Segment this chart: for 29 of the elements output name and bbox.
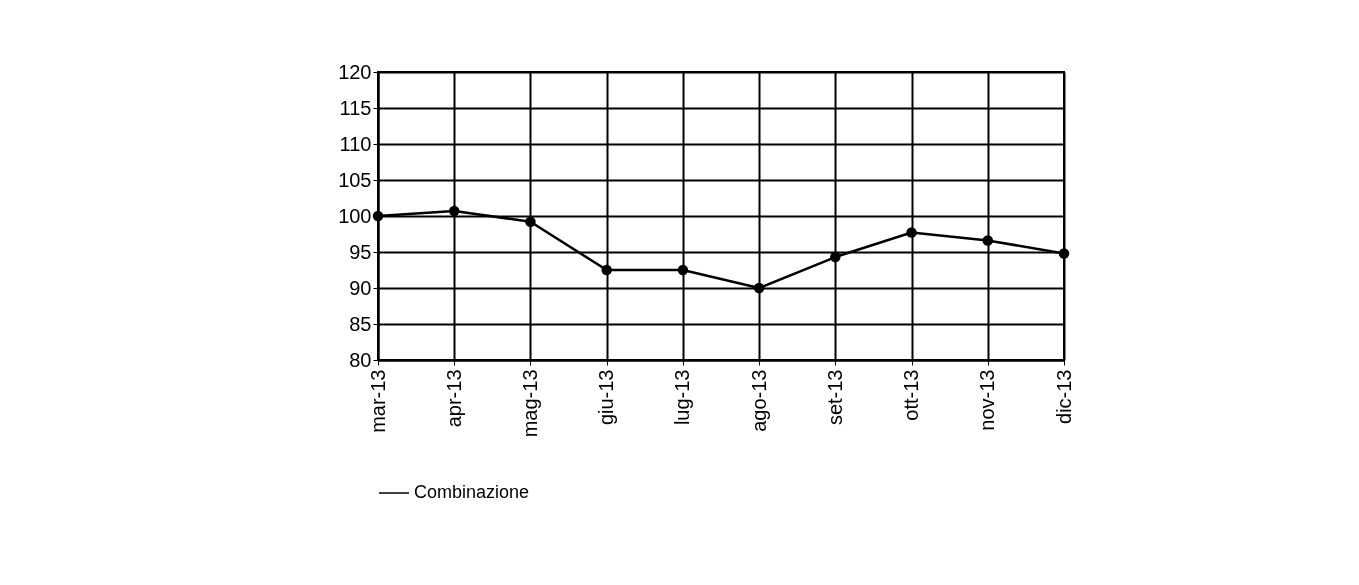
point (906, 227, 917, 238)
y-tick-label: 105 (338, 168, 372, 191)
y-tick-label: 110 (339, 132, 372, 155)
y-tick-label: 100 (338, 204, 372, 227)
x-tick-label: giu-13 (595, 369, 618, 426)
x-tick-label: dic-13 (1052, 369, 1075, 424)
x-tick-label: mar-13 (366, 369, 389, 433)
y-tick-label: 90 (349, 276, 372, 299)
y-tick-label: 115 (339, 96, 372, 119)
point (1058, 248, 1070, 259)
x-tick-label: apr-13 (442, 369, 465, 428)
point (601, 264, 612, 276)
x-tick-label: ott-13 (900, 369, 923, 421)
y-tick-label: 95 (349, 240, 372, 263)
legend-label: Combinazione (414, 482, 530, 502)
x-tick-label: nov-13 (976, 369, 999, 431)
point (525, 216, 536, 227)
y-tick-label: 80 (349, 348, 372, 371)
point (677, 264, 689, 276)
x-tick-label: lug-13 (671, 369, 694, 426)
x-tick-label: mag-13 (518, 369, 541, 438)
point (448, 205, 460, 217)
point (753, 282, 765, 294)
point (982, 235, 994, 246)
y-tick-label: 120 (338, 60, 372, 83)
y-tick-label: 85 (349, 312, 372, 335)
x-tick-label: ago-13 (747, 369, 770, 432)
x-tick-label: set-13 (823, 369, 846, 426)
point (372, 210, 384, 222)
